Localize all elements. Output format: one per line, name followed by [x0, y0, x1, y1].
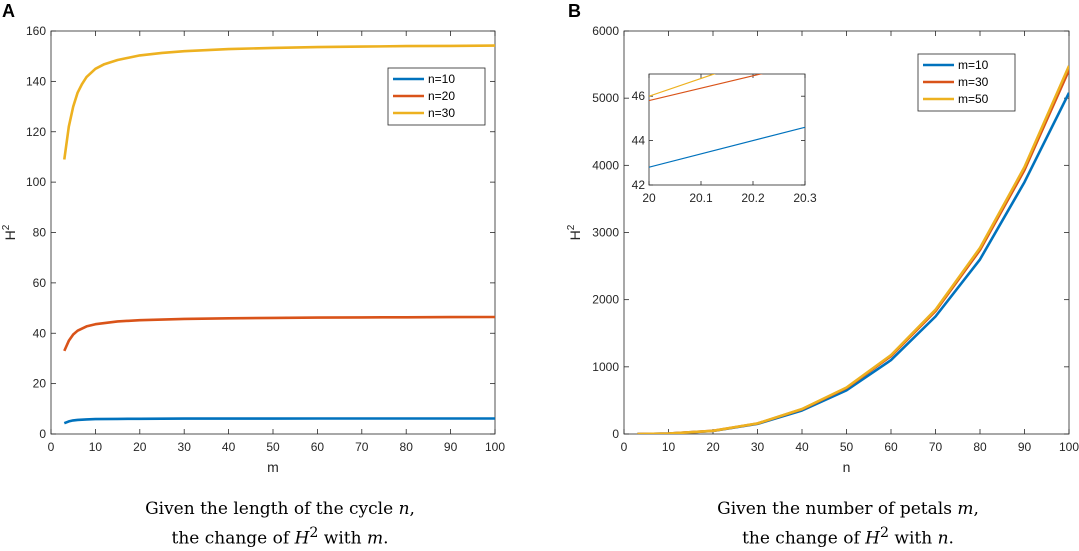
legend-label-n=30: n=30 [428, 106, 455, 120]
x-tick-label-50: 50 [266, 440, 280, 454]
y-axis-label-exp: 2 [566, 224, 577, 230]
y-tick-label-100: 100 [26, 175, 46, 189]
panel-label-b: B [568, 1, 581, 21]
x-tick-label-40: 40 [795, 440, 809, 454]
inset-series-line-m=10 [649, 126, 805, 168]
chart-a: 0 10 20 30 40 50 60 70 80 90 100 0 20 40 60 80 100 120 140… [1, 24, 505, 475]
x-tick-label-30: 30 [751, 440, 765, 454]
x-tick-label-30: 30 [178, 440, 192, 454]
legend-label-n=10: n=10 [428, 72, 455, 86]
x-tick-label-50: 50 [840, 440, 854, 454]
inset-x-tick-label: 20 [642, 191, 656, 205]
x-tick-label-20: 20 [133, 440, 147, 454]
caption-a-line-1: Given the length of the cycle n, [145, 499, 415, 519]
x-tick-label-60: 60 [884, 440, 898, 454]
y-tick-label-60: 60 [33, 276, 47, 290]
x-axis-label: m [267, 459, 279, 475]
x-tick-label-10: 10 [89, 440, 103, 454]
y-tick-label-1000: 1000 [592, 360, 619, 374]
inset-area [648, 73, 806, 186]
x-tick-label-60: 60 [311, 440, 325, 454]
inset-y-tick-label-42: 42 [632, 178, 646, 192]
legend: n=10 n=20 n=30 [387, 67, 486, 126]
inset: 20 20.1 20.2 20.3 42 44 46 [632, 73, 817, 205]
legend-label-m=50: m=50 [958, 92, 989, 106]
y-tick-label-140: 140 [26, 74, 46, 88]
caption-b: Given the number of petals m, the change… [638, 497, 1058, 551]
y-axis-label: H2 [1, 224, 18, 240]
y-axis-label-base: H [2, 230, 18, 240]
caption-a: Given the length of the cycle n, the cha… [70, 497, 490, 551]
series-line-n=30 [63, 44, 495, 160]
series-line-m=50 [637, 65, 1069, 434]
y-tick-label-6000: 6000 [592, 24, 619, 38]
y-tick-label-2000: 2000 [592, 293, 619, 307]
figure: A B 0 10 20 30 40 50 60 70 80 90 10002040608010012… [1, 1, 1079, 475]
series-line-n=10 [63, 417, 495, 425]
legend-label-m=10: m=10 [958, 58, 989, 72]
inset-series-line-m=50 [649, 74, 716, 97]
x-tick-label-90: 90 [444, 440, 458, 454]
y-tick-label-3000: 3000 [592, 226, 619, 240]
inset-y-tick-label-44: 44 [632, 134, 646, 148]
x-tick-label-90: 90 [1018, 440, 1032, 454]
x-tick-label-100: 100 [1059, 440, 1079, 454]
inset-series-line-m=30 [649, 74, 764, 102]
x-tick-label-0: 0 [621, 440, 628, 454]
x-tick-label-10: 10 [662, 440, 676, 454]
x-tick-label-20: 20 [706, 440, 720, 454]
x-tick-label-70: 70 [355, 440, 369, 454]
y-tick-label-4000: 4000 [592, 158, 619, 172]
x-tick-label-100: 100 [485, 440, 505, 454]
y-tick-label-0: 0 [39, 427, 46, 441]
y-tick-label-5000: 5000 [592, 91, 619, 105]
y-tick-label-0: 0 [612, 427, 619, 441]
inset-x-tick-label: 20.2 [741, 191, 765, 205]
inset-x-tick-label: 20.3 [793, 191, 817, 205]
legend: m=10 m=30 m=50 [917, 53, 1016, 112]
x-tick-label-80: 80 [973, 440, 987, 454]
y-tick-label-120: 120 [26, 125, 46, 139]
y-tick-label-160: 160 [26, 24, 46, 38]
inset-y-tick-label-46: 46 [632, 89, 646, 103]
caption-b-line-1: Given the number of petals m, [717, 499, 979, 519]
chart-b: 0 10 20 30 40 50 60 70 80 90 100010002000300040005… [566, 24, 1079, 475]
y-axis-label: H2 [566, 224, 583, 240]
y-tick-label-40: 40 [33, 326, 47, 340]
x-tick-label-70: 70 [929, 440, 943, 454]
y-tick-label-80: 80 [33, 226, 47, 240]
legend-label-m=30: m=30 [958, 75, 989, 89]
x-tick-label-80: 80 [400, 440, 414, 454]
caption-b-line-2: the change of H2 with n. [742, 525, 954, 549]
y-tick-label-20: 20 [33, 377, 47, 391]
x-axis-label: n [843, 459, 851, 475]
series-line-n=20 [63, 315, 495, 352]
legend-label-n=20: n=20 [428, 89, 455, 103]
panel-label-a: A [2, 1, 15, 21]
inset-x-tick-label: 20.1 [689, 191, 713, 205]
y-axis-label-base: H [567, 230, 583, 240]
y-axis-label-exp: 2 [1, 224, 12, 230]
caption-a-line-2: the change of H2 with m. [171, 525, 389, 549]
x-tick-label-0: 0 [48, 440, 55, 454]
x-tick-label-40: 40 [222, 440, 236, 454]
